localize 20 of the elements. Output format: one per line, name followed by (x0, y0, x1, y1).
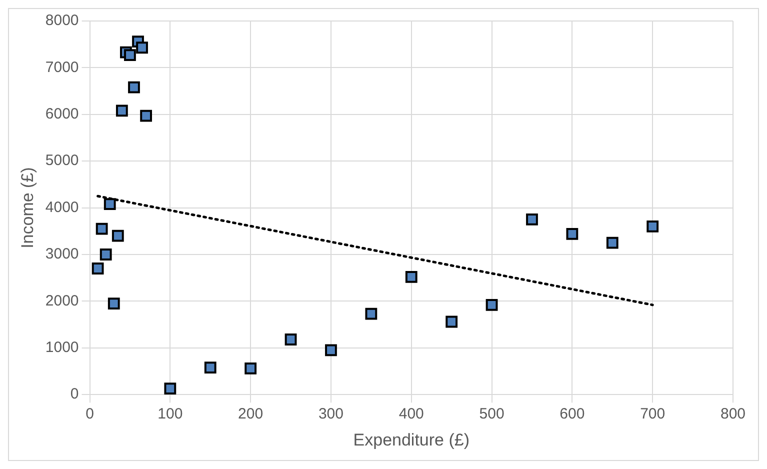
x-axis-title: Expenditure (£) (353, 430, 470, 450)
y-tick-label: 6000 (45, 106, 79, 123)
x-tick-label: 400 (398, 406, 424, 423)
y-tick-label: 5000 (45, 152, 79, 170)
x-tick-label: 500 (479, 406, 504, 423)
y-tick-label: 1000 (45, 339, 79, 356)
y-tick-label: 8000 (45, 12, 79, 30)
x-tick-label: 800 (720, 406, 746, 423)
y-axis-title: Income (£) (18, 167, 37, 248)
x-tick-label: 200 (238, 406, 264, 423)
x-tick-label: 100 (158, 406, 183, 423)
y-tick-label: 4000 (45, 198, 79, 216)
x-tick-label: 600 (560, 406, 585, 423)
y-tick-label: 7000 (45, 58, 79, 76)
x-tick-label: 700 (640, 406, 666, 423)
y-tick-label: 3000 (45, 246, 79, 263)
x-tick-label: 0 (86, 406, 94, 423)
y-tick-label: 2000 (45, 292, 79, 310)
y-tick-label: 0 (70, 386, 79, 403)
x-tick-label: 300 (318, 406, 344, 423)
